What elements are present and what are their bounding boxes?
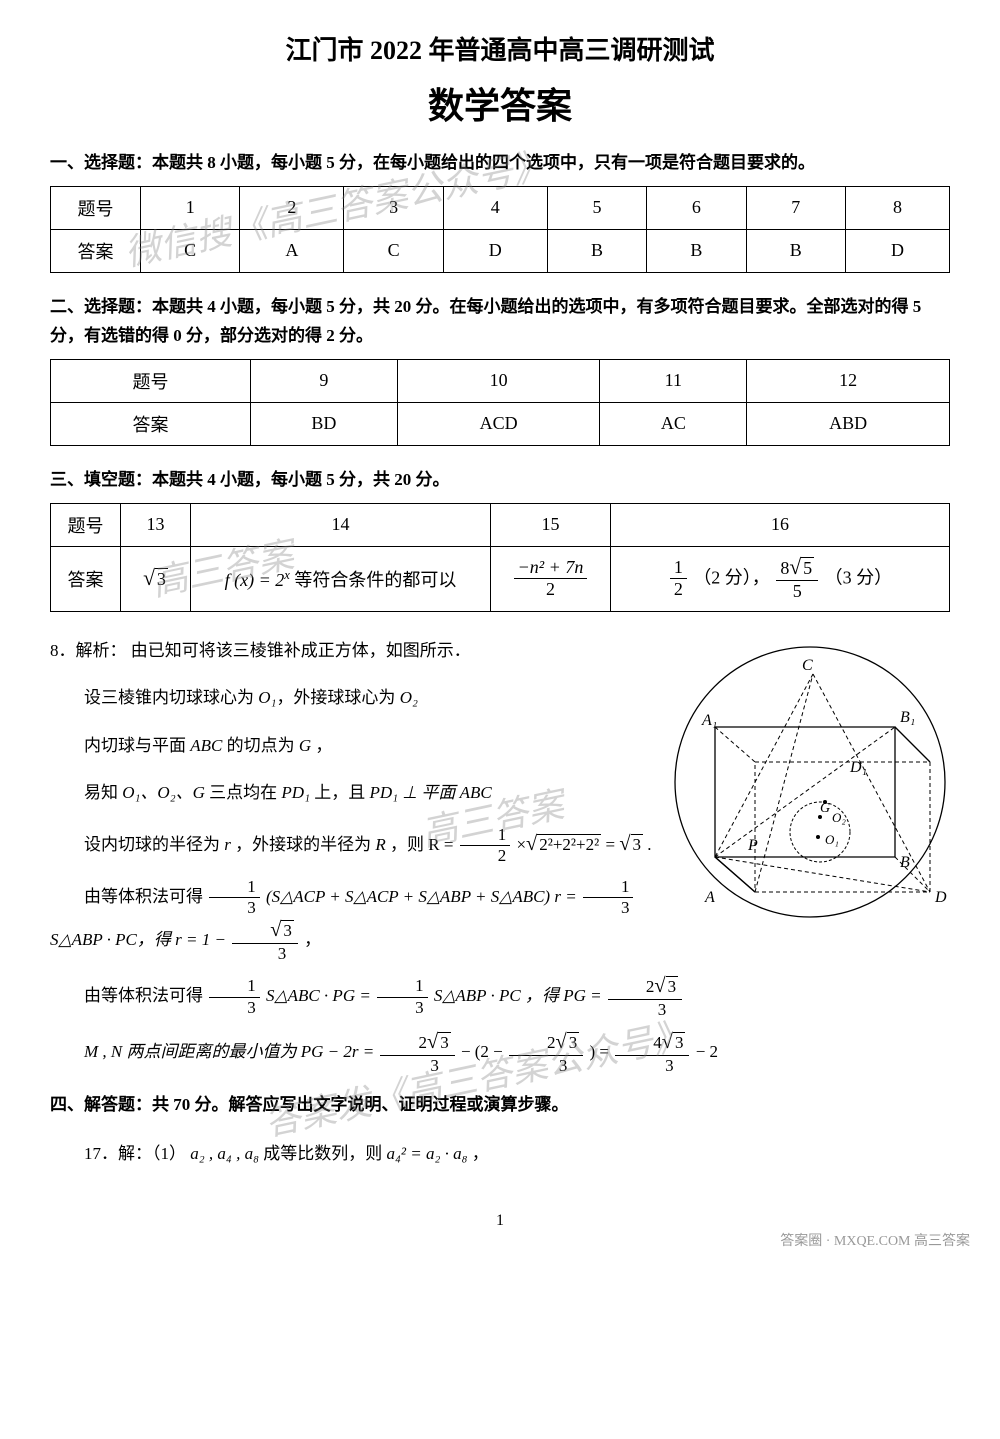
- solution-17: 17．解：（1） a₂ , a₄ , a₈ 成等比数列，则 a₄² = a₂ ·…: [50, 1135, 950, 1172]
- table-row: 题号 1 2 3 4 5 6 7 8: [51, 186, 950, 229]
- solution-label: 8．解析：: [50, 641, 127, 660]
- row-header: 答案: [51, 229, 141, 272]
- col-num: 7: [746, 186, 845, 229]
- row-header: 题号: [51, 186, 141, 229]
- col-num: 3: [344, 186, 443, 229]
- answer-13: √3: [121, 546, 191, 612]
- col-num: 2: [240, 186, 344, 229]
- section1-desc: 一、选择题：本题共 8 小题，每小题 5 分，在每小题给出的四个选项中，只有一项…: [50, 149, 950, 178]
- col-num: 6: [647, 186, 746, 229]
- page-title-main: 江门市 2022 年普通高中高三调研测试: [50, 30, 950, 67]
- answer-cell: C: [344, 229, 443, 272]
- solution-8: A D B P A₁ C B₁ D₁ G O₂ O₁ 8．解析： 由已知可将该三…: [50, 632, 950, 1076]
- cube-diagram: A D B P A₁ C B₁ D₁ G O₂ O₁: [670, 642, 950, 935]
- svg-text:A₁: A₁: [701, 712, 717, 729]
- section1-table: 题号 1 2 3 4 5 6 7 8 答案 C A C D B B B D: [50, 186, 950, 273]
- answer-cell: B: [746, 229, 845, 272]
- col-num: 9: [251, 359, 398, 402]
- answer-15: −n² + 7n 2: [491, 546, 611, 612]
- col-num: 8: [845, 186, 949, 229]
- col-num: 16: [611, 503, 950, 546]
- svg-text:D: D: [934, 889, 947, 906]
- col-num: 4: [443, 186, 547, 229]
- svg-text:B₁: B₁: [900, 709, 915, 726]
- svg-text:D₁: D₁: [849, 759, 867, 776]
- svg-text:O₂: O₂: [832, 810, 846, 825]
- col-num: 14: [191, 503, 491, 546]
- answer-16: 1 2 （2 分）， 8√5 5 （3 分）: [611, 546, 950, 612]
- svg-text:O₁: O₁: [825, 832, 839, 847]
- answer-cell: BD: [251, 402, 398, 445]
- table-row: 题号 9 10 11 12: [51, 359, 950, 402]
- answer-cell: B: [647, 229, 746, 272]
- table-row: 答案 C A C D B B B D: [51, 229, 950, 272]
- page-number: 1: [50, 1212, 950, 1230]
- page-title-sub: 数学答案: [50, 77, 950, 129]
- col-num: 13: [121, 503, 191, 546]
- svg-text:P: P: [747, 837, 758, 854]
- col-num: 12: [747, 359, 950, 402]
- answer-cell: ABD: [747, 402, 950, 445]
- svg-text:G: G: [820, 801, 830, 816]
- section4-desc: 四、解答题：共 70 分。解答应写出文字说明、证明过程或演算步骤。: [50, 1091, 950, 1120]
- col-num: 15: [491, 503, 611, 546]
- col-num: 5: [547, 186, 646, 229]
- section2-table: 题号 9 10 11 12 答案 BD ACD AC ABD: [50, 359, 950, 446]
- section3-desc: 三、填空题：本题共 4 小题，每小题 5 分，共 20 分。: [50, 466, 950, 495]
- answer-cell: ACD: [397, 402, 600, 445]
- answer-14: f (x) = 2x 等符合条件的都可以: [191, 546, 491, 612]
- row-header: 题号: [51, 503, 121, 546]
- answer-cell: AC: [600, 402, 747, 445]
- answer-cell: D: [845, 229, 949, 272]
- table-row: 题号 13 14 15 16: [51, 503, 950, 546]
- answer-cell: C: [141, 229, 240, 272]
- section3-table: 题号 13 14 15 16 答案 √3 f (x) = 2x 等符合条件的都可…: [50, 503, 950, 613]
- svg-text:B: B: [900, 854, 910, 871]
- svg-text:A: A: [704, 889, 715, 906]
- row-header: 答案: [51, 546, 121, 612]
- answer-cell: D: [443, 229, 547, 272]
- answer-cell: B: [547, 229, 646, 272]
- section2-desc: 二、选择题：本题共 4 小题，每小题 5 分，共 20 分。在每小题给出的选项中…: [50, 293, 950, 351]
- table-row: 答案 BD ACD AC ABD: [51, 402, 950, 445]
- row-header: 题号: [51, 359, 251, 402]
- table-row: 答案 √3 f (x) = 2x 等符合条件的都可以 −n² + 7n 2 1 …: [51, 546, 950, 612]
- col-num: 11: [600, 359, 747, 402]
- col-num: 1: [141, 186, 240, 229]
- answer-cell: A: [240, 229, 344, 272]
- svg-text:C: C: [802, 657, 813, 674]
- footer-watermark: 答案圈 · MXQE.COM 高三答案: [780, 1230, 970, 1250]
- row-header: 答案: [51, 402, 251, 445]
- solution-line: 由已知可将该三棱锥补成正方体，如图所示．: [131, 641, 471, 660]
- col-num: 10: [397, 359, 600, 402]
